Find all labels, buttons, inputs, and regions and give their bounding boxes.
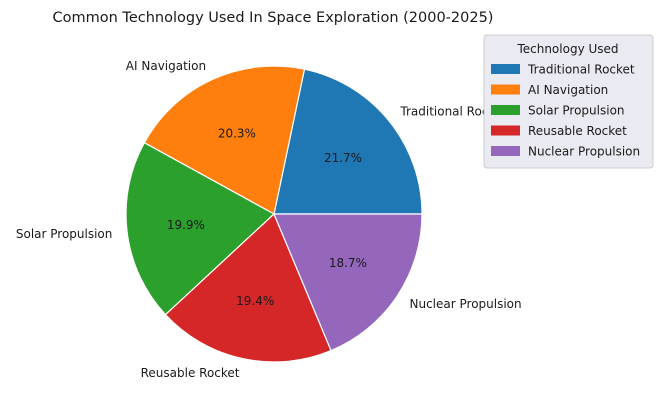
slice-label-reusable-rocket: Reusable Rocket xyxy=(141,366,240,380)
legend-swatch-traditional-rocket xyxy=(491,64,520,74)
pie-slice-solar-propulsion xyxy=(125,141,276,316)
pie-slices xyxy=(125,65,423,363)
pie-slice-traditional-rocket xyxy=(273,68,423,215)
legend-entries: Traditional Rocket AI Navigation Solar Pro… xyxy=(491,63,640,159)
slice-label-solar-propulsion: Solar Propulsion xyxy=(16,227,113,241)
percent-label-reusable-rocket: 19.4% xyxy=(236,294,274,308)
pie-slice-nuclear-propulsion xyxy=(273,213,423,352)
legend-label-traditional-rocket: Traditional Rocket xyxy=(527,63,635,77)
slice-labels: Traditional Rocket AI Navigation Solar Pro… xyxy=(16,59,522,380)
chart-title: Common Technology Used In Space Explorat… xyxy=(53,10,494,26)
slice-label-traditional-rocket: Traditional Rocket xyxy=(399,104,507,118)
percent-labels: 21.7% 20.3% 19.9% 19.4% 18.7% xyxy=(167,126,367,307)
percent-label-traditional-rocket: 21.7% xyxy=(324,151,362,165)
pie-slice-reusable-rocket xyxy=(164,212,332,363)
percent-label-ai-navigation: 20.3% xyxy=(218,126,256,140)
percent-label-solar-propulsion: 19.9% xyxy=(167,218,205,232)
legend-swatch-solar-propulsion xyxy=(491,105,520,115)
legend-label-nuclear-propulsion: Nuclear Propulsion xyxy=(528,145,640,159)
slice-label-ai-navigation: AI Navigation xyxy=(126,59,206,73)
legend-swatch-nuclear-propulsion xyxy=(491,146,520,156)
legend-title: Technology Used xyxy=(516,42,618,56)
legend-swatch-ai-navigation xyxy=(491,84,520,95)
legend-swatch-reusable-rocket xyxy=(491,125,520,136)
legend-frame xyxy=(483,34,654,169)
pie-slice-ai-navigation xyxy=(143,65,306,215)
slice-label-nuclear-propulsion: Nuclear Propulsion xyxy=(410,297,522,311)
legend-label-ai-navigation: AI Navigation xyxy=(528,83,608,97)
legend-label-reusable-rocket: Reusable Rocket xyxy=(528,124,627,138)
legend: Technology Used Traditional Rocket AI Nav… xyxy=(483,34,654,169)
percent-label-nuclear-propulsion: 18.7% xyxy=(329,256,367,270)
legend-label-solar-propulsion: Solar Propulsion xyxy=(528,104,625,118)
